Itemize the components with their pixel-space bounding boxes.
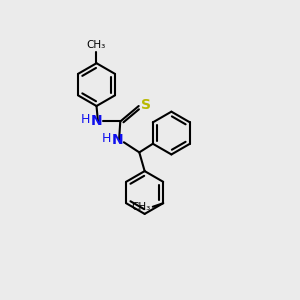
Text: CH₃: CH₃ [131,202,150,212]
Text: N: N [91,115,102,128]
Text: CH₃: CH₃ [87,40,106,50]
Text: N: N [112,133,123,147]
Text: H: H [101,132,111,145]
Text: H: H [81,113,90,127]
Text: S: S [141,98,151,112]
